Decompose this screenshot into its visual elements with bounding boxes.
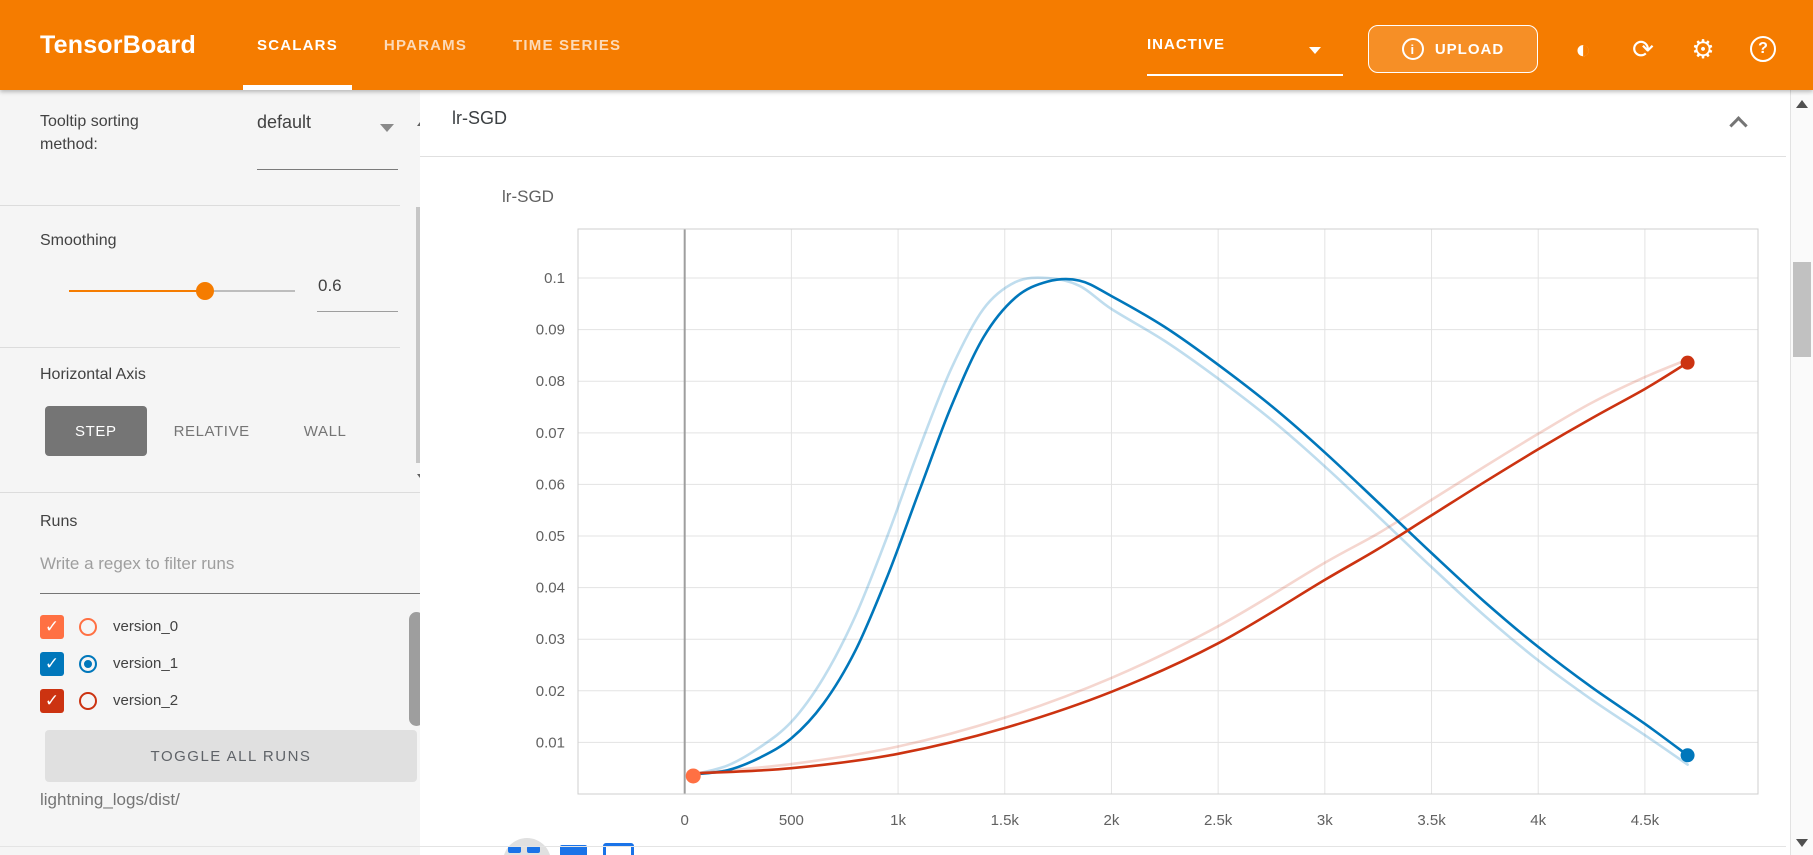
more-dots-icon [527,846,540,853]
brightness-icon: ◐ [1575,33,1591,64]
toggle-all-runs-button[interactable]: TOGGLE ALL RUNS [45,730,417,782]
runs-filter-placeholder: Write a regex to filter runs [40,554,235,573]
svg-text:0.02: 0.02 [536,683,565,700]
app-title: TensorBoard [40,30,196,59]
upload-button-label: UPLOAD [1434,40,1505,58]
run-checkbox[interactable]: ✓ [40,651,64,676]
run-status-dropdown[interactable]: INACTIVE [1147,0,1343,90]
tab-bar: SCALARS HPARAMS TIME SERIES [243,0,635,90]
body-row: Tooltip sorting method: default Smoothin… [0,90,1813,855]
divider [0,205,400,206]
svg-text:1k: 1k [890,812,906,829]
divider [0,846,1786,847]
svg-text:0.01: 0.01 [536,734,565,751]
run-row[interactable]: ✓ version_2 [40,682,400,719]
smoothing-slider[interactable] [69,282,295,300]
chevron-up-icon [1728,115,1748,135]
brightness-icon[interactable]: ◐ [1560,26,1606,72]
smoothing-label: Smoothing [40,232,117,249]
svg-text:0: 0 [681,812,689,829]
expand-chart-icon[interactable] [560,845,587,855]
axis-button-wall[interactable]: WALL [303,422,347,440]
tab-time-series[interactable]: TIME SERIES [513,36,622,54]
upload-button[interactable]: i UPLOAD [1368,25,1538,73]
smoothing-value-input[interactable]: 0.6 [318,276,342,295]
divider [0,347,400,348]
svg-text:0.06: 0.06 [536,476,565,493]
svg-text:2k: 2k [1104,812,1120,829]
chart-group-title: lr-SGD [452,108,507,128]
scalar-chart-card: lr-SGD 0.01 0.02 0.03 0.04 0.05 0.06 0.07 0.08 0… [420,157,1786,855]
horizontal-axis-label: Horizontal Axis [40,366,146,383]
page-scrollbar-thumb[interactable] [1793,262,1811,357]
refresh-icon: ⟳ [1632,33,1654,64]
svg-text:4k: 4k [1530,812,1546,829]
svg-text:0.04: 0.04 [536,580,565,597]
chart-group-header: lr-SGD [420,90,1786,157]
run-radio[interactable] [79,654,97,673]
svg-text:2.5k: 2.5k [1204,812,1233,829]
tab-hparams[interactable]: HPARAMS [383,36,468,54]
fit-domain-icon[interactable] [603,843,634,855]
run-radio[interactable] [79,617,97,636]
collapse-group-button[interactable] [1720,104,1756,140]
svg-text:500: 500 [779,812,804,829]
tooltip-sorting-value: default [257,112,312,132]
svg-text:3k: 3k [1317,812,1333,829]
chart-title: lr-SGD [502,187,554,206]
run-name-label: version_1 [113,655,179,672]
run-row[interactable]: ✓ version_0 [40,608,400,645]
run-checkbox[interactable]: ✓ [40,614,64,639]
tab-scalars[interactable]: SCALARS [243,0,352,90]
axis-button-step[interactable]: STEP [45,406,147,456]
chevron-down-icon [1309,47,1321,54]
runs-filter-input[interactable]: Write a regex to filter runs [40,554,422,594]
run-name-label: version_2 [113,692,179,709]
log-directory-label: lightning_logs/dist/ [40,790,180,809]
svg-text:3.5k: 3.5k [1417,812,1446,829]
scalar-chart-svg[interactable]: 0.01 0.02 0.03 0.04 0.05 0.06 0.07 0.08 0.09 0.1 0… [420,157,1786,855]
page-scrollbar[interactable] [1790,90,1813,855]
slider-thumb[interactable] [196,282,214,300]
toggle-all-runs-label: TOGGLE ALL RUNS [150,747,312,765]
run-radio[interactable] [79,691,97,710]
tooltip-sorting-label: Tooltip sorting method: [40,113,139,153]
divider [0,492,420,493]
svg-text:0.03: 0.03 [536,631,565,648]
header-actions: ◐ ⟳ ⚙? [1560,25,1786,73]
runs-list: ✓ version_0 ✓ version_1 ✓ version_2 [40,608,400,719]
refresh-icon[interactable]: ⟳ [1620,26,1666,72]
scroll-up-arrow-icon[interactable] [1796,100,1808,108]
svg-text:0.07: 0.07 [536,425,565,442]
run-checkbox[interactable]: ✓ [40,688,64,713]
tooltip-sorting-select[interactable]: default [257,112,398,170]
settings-icon: ⚙ [1691,33,1715,64]
svg-text:0.05: 0.05 [536,528,565,545]
runs-label: Runs [40,513,78,530]
top-bar: TensorBoard SCALARS HPARAMS TIME SERIES IN… [0,0,1813,90]
help-icon: ? [1750,36,1776,62]
run-status-value: INACTIVE [1147,36,1226,53]
run-row[interactable]: ✓ version_1 [40,645,400,682]
help-icon[interactable]: ? [1740,26,1786,72]
svg-text:0.1: 0.1 [544,270,565,287]
scroll-down-arrow-icon[interactable] [1796,839,1808,847]
run-name-label: version_0 [113,618,179,635]
chevron-down-icon [380,124,394,132]
svg-text:0.08: 0.08 [536,373,565,390]
more-dots-icon [508,846,521,853]
axis-button-relative[interactable]: RELATIVE [173,422,250,440]
info-icon: i [1401,38,1424,60]
settings-sidebar: Tooltip sorting method: default Smoothin… [0,90,429,855]
svg-text:0.09: 0.09 [536,322,565,339]
dropdown-underline [1147,74,1343,76]
main-content: lr-SGD lr-SGD 0.01 0.02 0.03 0.04 0.05 0.06 0.… [420,90,1786,855]
svg-text:1.5k: 1.5k [991,812,1020,829]
horizontal-axis-buttons: STEP RELATIVE WALL [45,406,374,456]
settings-icon[interactable]: ⚙ [1680,26,1726,72]
svg-text:4.5k: 4.5k [1631,812,1660,829]
